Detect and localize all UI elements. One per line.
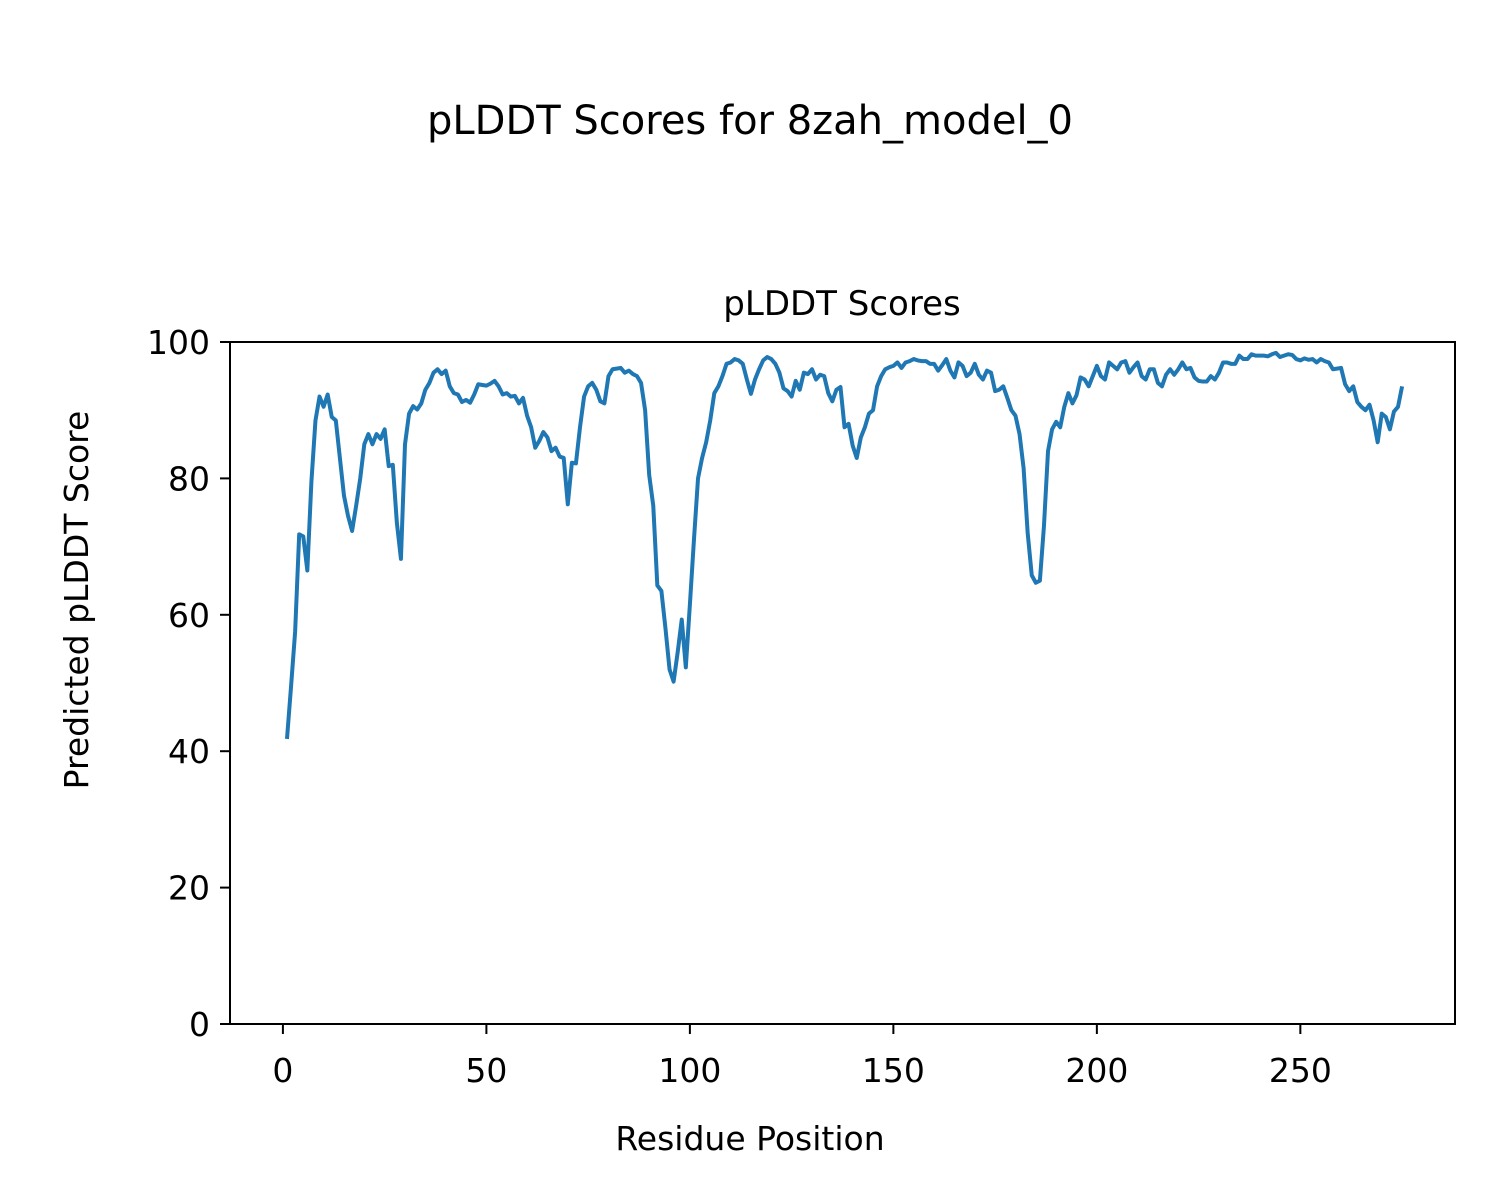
x-tick-label: 250 — [1269, 1051, 1332, 1090]
plot-area — [229, 341, 1456, 1025]
y-tick-label: 0 — [189, 1005, 210, 1044]
y-axis-ticks: 0 20 40 60 80 100 — [147, 323, 230, 1044]
x-tick-label: 0 — [272, 1051, 293, 1090]
y-tick-label: 40 — [168, 732, 210, 771]
axes-frame — [229, 341, 1456, 1025]
y-tick-label: 20 — [168, 869, 210, 908]
series-line-plddt — [284, 350, 1405, 740]
y-tick-label: 100 — [147, 323, 210, 362]
y-tick-label: 80 — [168, 459, 210, 498]
x-axis-label: Residue Position — [615, 1119, 884, 1158]
axes-title: pLDDT Scores — [723, 284, 960, 324]
x-tick-label: 200 — [1065, 1051, 1128, 1090]
figure-suptitle: pLDDT Scores for 8zah_model_0 — [427, 98, 1073, 144]
x-tick-label: 50 — [465, 1051, 507, 1090]
y-tick-label: 60 — [168, 596, 210, 635]
x-tick-label: 100 — [658, 1051, 721, 1090]
x-tick-label: 150 — [862, 1051, 925, 1090]
y-axis-label: Predicted pLDDT Score — [57, 411, 96, 790]
x-axis-ticks: 0 50 100 150 200 250 — [272, 1024, 1332, 1090]
